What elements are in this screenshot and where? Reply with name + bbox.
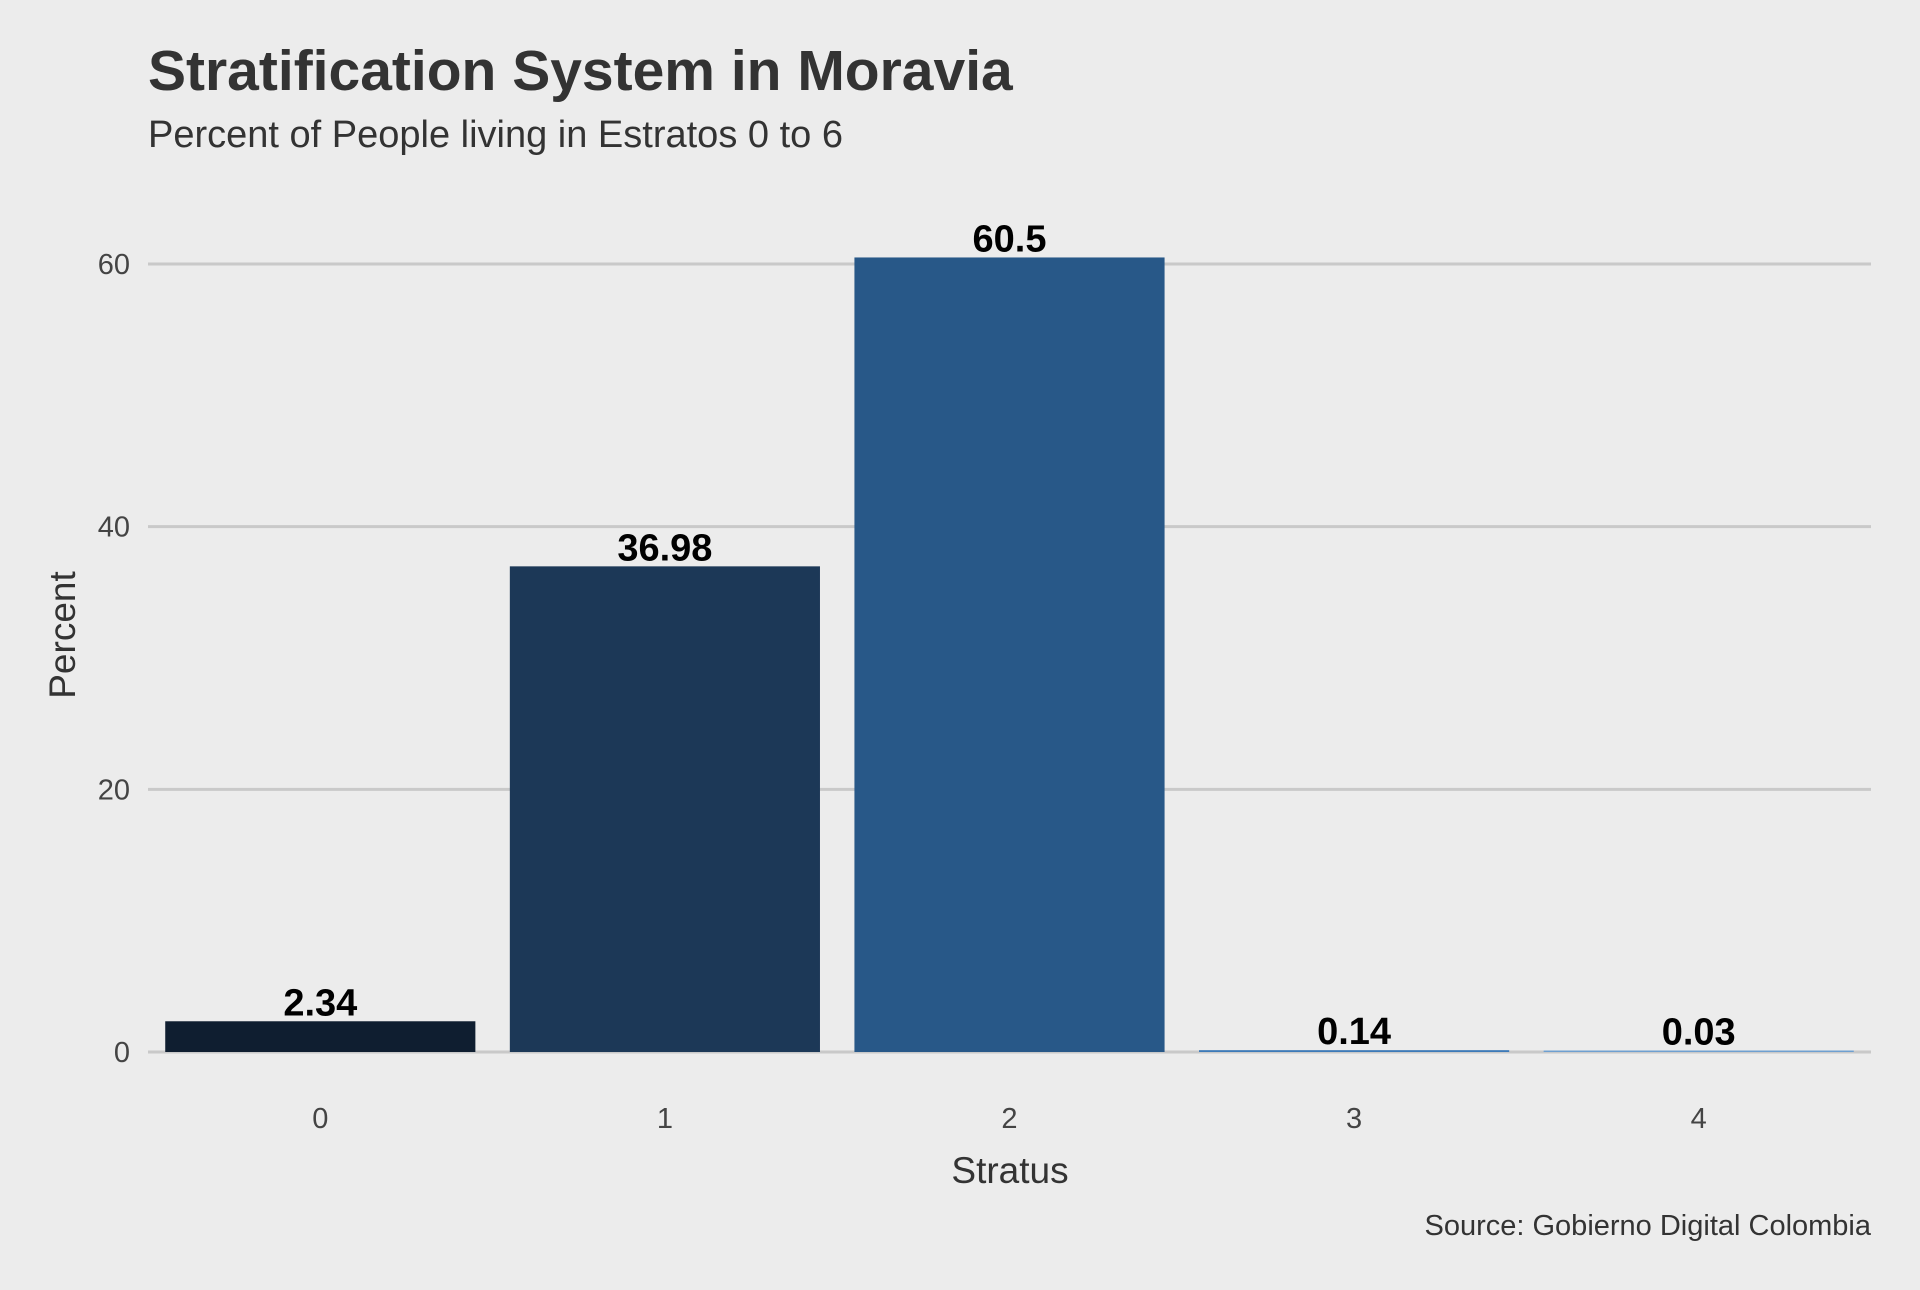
y-tick-label: 40 [98, 512, 130, 544]
bar-stratus-3 [1199, 1050, 1510, 1052]
data-label-stratus-2: 60.5 [973, 218, 1047, 260]
chart-title: Stratification System in Moravia [148, 39, 1014, 103]
x-tick-label: 2 [1001, 1103, 1017, 1135]
x-tick-label: 3 [1346, 1103, 1362, 1135]
bar-stratus-2 [854, 257, 1165, 1052]
data-label-stratus-0: 2.34 [283, 982, 357, 1024]
y-tick-label: 0 [114, 1037, 130, 1069]
data-labels: 2.34 36.98 60.5 0.14 0.03 [283, 218, 1735, 1053]
bar-stratus-0 [165, 1021, 476, 1052]
source-caption: Source: Gobierno Digital Colombia [1425, 1210, 1872, 1242]
x-tick-label: 1 [657, 1103, 673, 1135]
x-axis-title: Stratus [951, 1150, 1068, 1191]
x-axis-ticks: 0 1 2 3 4 [312, 1103, 1707, 1135]
y-axis-ticks: 0 20 40 60 [98, 249, 130, 1069]
x-tick-label: 0 [312, 1103, 328, 1135]
y-tick-label: 20 [98, 774, 130, 806]
x-tick-label: 4 [1691, 1103, 1707, 1135]
bar-stratus-4 [1543, 1050, 1854, 1052]
data-label-stratus-4: 0.03 [1662, 1012, 1736, 1054]
y-tick-label: 60 [98, 249, 130, 281]
bars [165, 257, 1854, 1052]
chart-subtitle: Percent of People living in Estratos 0 t… [148, 114, 843, 156]
data-label-stratus-1: 36.98 [617, 527, 712, 569]
bar-stratus-1 [509, 566, 820, 1052]
data-label-stratus-3: 0.14 [1317, 1011, 1391, 1053]
y-axis-title: Percent [42, 571, 83, 699]
